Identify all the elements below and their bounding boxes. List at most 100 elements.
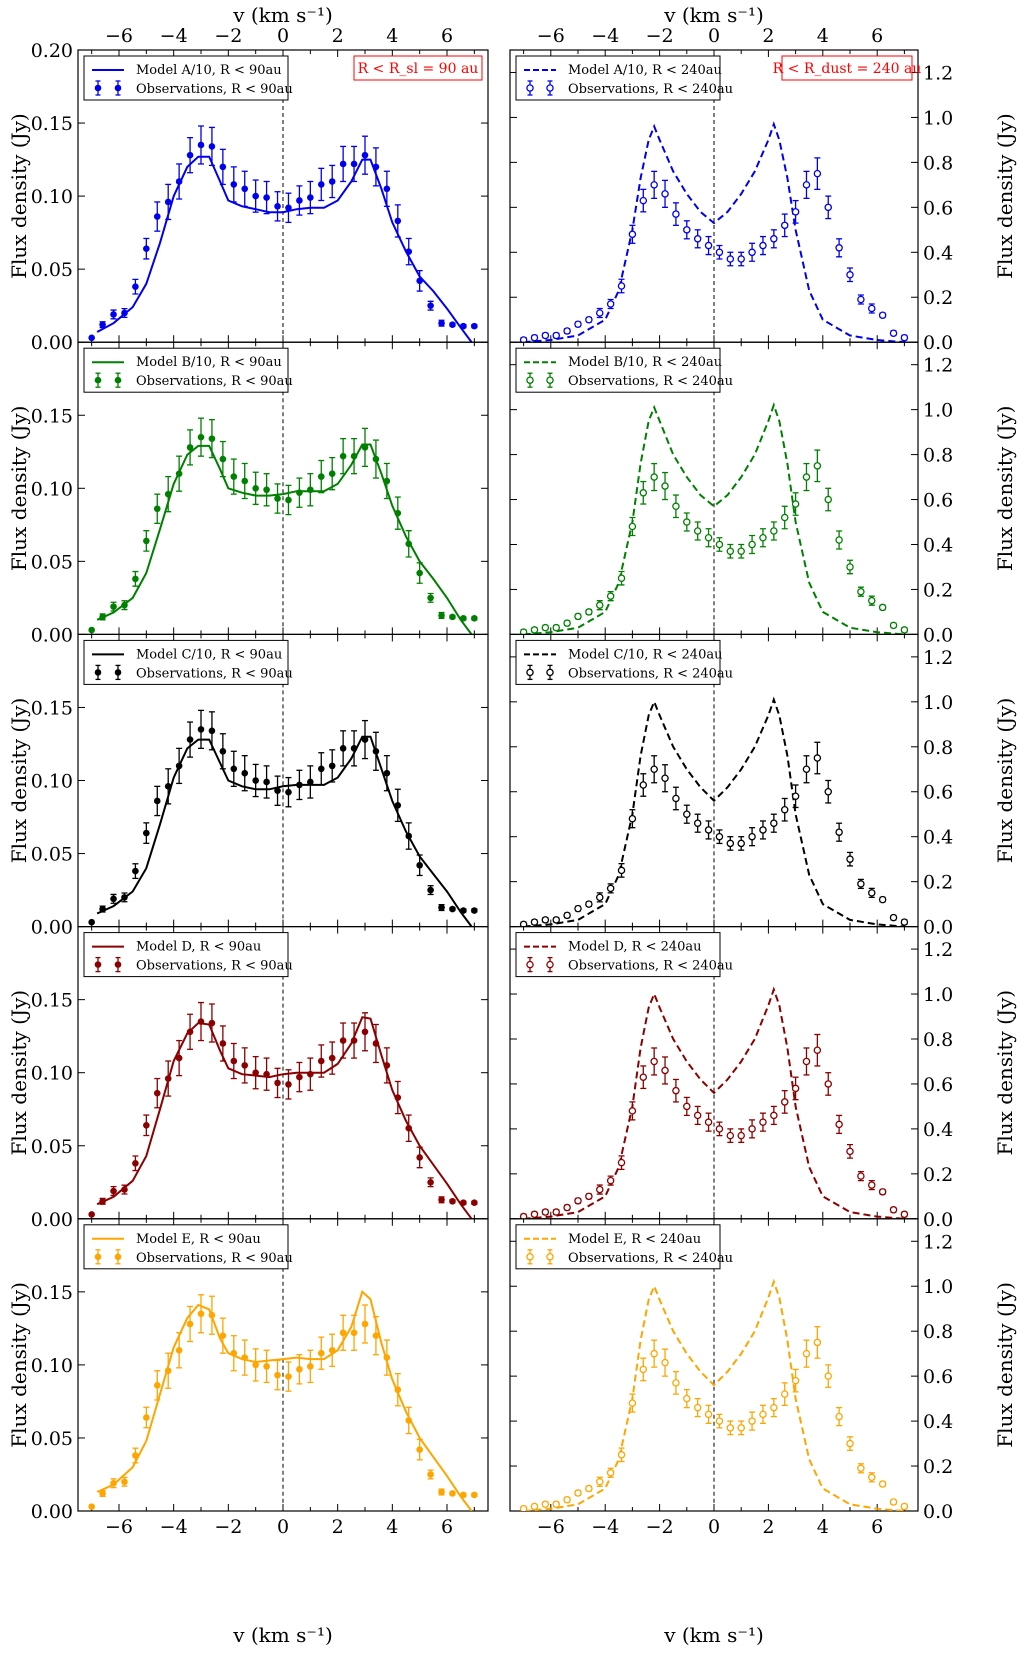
- obs-point: [427, 594, 434, 602]
- x-tick-label: −4: [160, 25, 188, 47]
- obs-point: [317, 473, 325, 480]
- y-tick-label: 0.05: [31, 1136, 73, 1158]
- x-tick-label: 0: [708, 1516, 720, 1538]
- obs-point: [121, 309, 128, 317]
- obs-point: [230, 181, 238, 188]
- x-tick-label: −2: [214, 1516, 242, 1538]
- obs-point: [770, 1111, 778, 1120]
- obs-point: [759, 1118, 767, 1126]
- obs-point: [372, 163, 380, 171]
- obs-point: [296, 1073, 303, 1081]
- y-tick-label: 1.0: [923, 692, 953, 714]
- x-tick-label: −6: [537, 1516, 565, 1538]
- x-axis-label-top: v (km s⁻¹): [663, 3, 764, 27]
- obs-point: [541, 1208, 550, 1216]
- obs-point: [530, 626, 539, 634]
- obs-point: [813, 462, 822, 470]
- obs-point: [99, 1197, 106, 1205]
- obs-point: [846, 855, 854, 863]
- y-tick-label: 0.00: [31, 917, 73, 939]
- y-tick-label: 0.15: [31, 990, 73, 1012]
- x-axis-label-bottom: v (km s⁻¹): [663, 1623, 764, 1647]
- obs-point: [339, 160, 347, 168]
- obs-point: [143, 245, 150, 252]
- obs-point: [552, 1208, 560, 1216]
- y-tick-label: 0.05: [31, 844, 73, 866]
- y-axis-label: Flux density (Jy): [7, 406, 31, 572]
- obs-point: [438, 904, 445, 911]
- obs-point: [132, 867, 139, 875]
- obs-point: [296, 781, 303, 789]
- obs-point: [339, 745, 347, 752]
- y-tick-label: 0.6: [923, 1366, 953, 1388]
- obs-point: [317, 181, 325, 188]
- obs-point: [519, 336, 528, 343]
- obs-point: [143, 537, 150, 545]
- obs-point: [285, 788, 292, 796]
- obs-point: [737, 255, 745, 263]
- x-tick-label: 6: [871, 25, 883, 47]
- obs-point: [868, 304, 876, 313]
- y-tick-label: 0.10: [31, 771, 73, 793]
- legend-obs-label: Observations, R < 90au: [136, 1251, 293, 1266]
- obs-point: [252, 1361, 259, 1369]
- obs-point: [405, 1417, 413, 1424]
- obs-point: [900, 918, 909, 926]
- legend-model-label: Model C/10, R < 90au: [136, 647, 282, 662]
- obs-point: [835, 1120, 843, 1129]
- obs-point: [596, 309, 604, 317]
- legend-obs-label: Observations, R < 90au: [136, 374, 293, 389]
- obs-point: [263, 778, 270, 786]
- obs-point: [416, 569, 423, 577]
- radius-note-box: [353, 55, 483, 81]
- x-tick-label: 2: [762, 25, 774, 47]
- legend-obs-label: Observations, R < 240au: [568, 1251, 733, 1266]
- obs-point: [416, 277, 423, 285]
- obs-point: [427, 1471, 434, 1478]
- obs-point: [585, 1192, 593, 1201]
- model-curve: [96, 1016, 473, 1219]
- model-curve: [96, 735, 473, 927]
- legend-obs-marker: [114, 1253, 122, 1261]
- obs-point: [88, 1211, 95, 1218]
- obs-point: [164, 1075, 172, 1082]
- obs-point: [328, 1054, 336, 1062]
- obs-point: [715, 540, 724, 549]
- obs-point: [726, 839, 735, 848]
- y-axis-label: Flux density (Jy): [993, 990, 1017, 1156]
- y-tick-label: 0.05: [31, 551, 73, 573]
- x-tick-label: −2: [646, 1516, 674, 1538]
- obs-point: [824, 495, 832, 504]
- obs-point: [596, 1478, 604, 1486]
- obs-point: [186, 736, 194, 743]
- obs-point: [471, 322, 478, 330]
- legend-obs-marker: [114, 961, 122, 968]
- obs-point: [471, 1491, 478, 1499]
- obs-point: [285, 204, 292, 212]
- obs-point: [563, 619, 571, 627]
- obs-point: [99, 321, 106, 328]
- obs-point: [121, 894, 128, 901]
- obs-point: [530, 1502, 539, 1511]
- y-tick-label: 0.0: [923, 917, 953, 939]
- obs-point: [438, 1488, 445, 1496]
- y-tick-label: 1.2: [923, 62, 953, 84]
- obs-point: [726, 255, 735, 263]
- obs-point: [563, 327, 571, 335]
- obs-point: [241, 477, 249, 485]
- obs-point: [186, 444, 194, 451]
- obs-point: [383, 477, 391, 485]
- obs-point: [596, 893, 604, 902]
- obs-point: [88, 334, 95, 342]
- legend-obs-marker: [114, 376, 122, 384]
- obs-point: [813, 169, 822, 178]
- legend-obs-label: Observations, R < 240au: [568, 666, 733, 681]
- obs-point: [339, 452, 347, 460]
- obs-point: [153, 1382, 161, 1389]
- obs-point: [661, 482, 669, 490]
- obs-point: [824, 1372, 832, 1380]
- obs-point: [857, 1464, 865, 1473]
- x-tick-label: 4: [386, 1516, 398, 1538]
- radius-note: R < R_sl = 90 au: [358, 61, 479, 77]
- obs-point: [704, 1410, 713, 1419]
